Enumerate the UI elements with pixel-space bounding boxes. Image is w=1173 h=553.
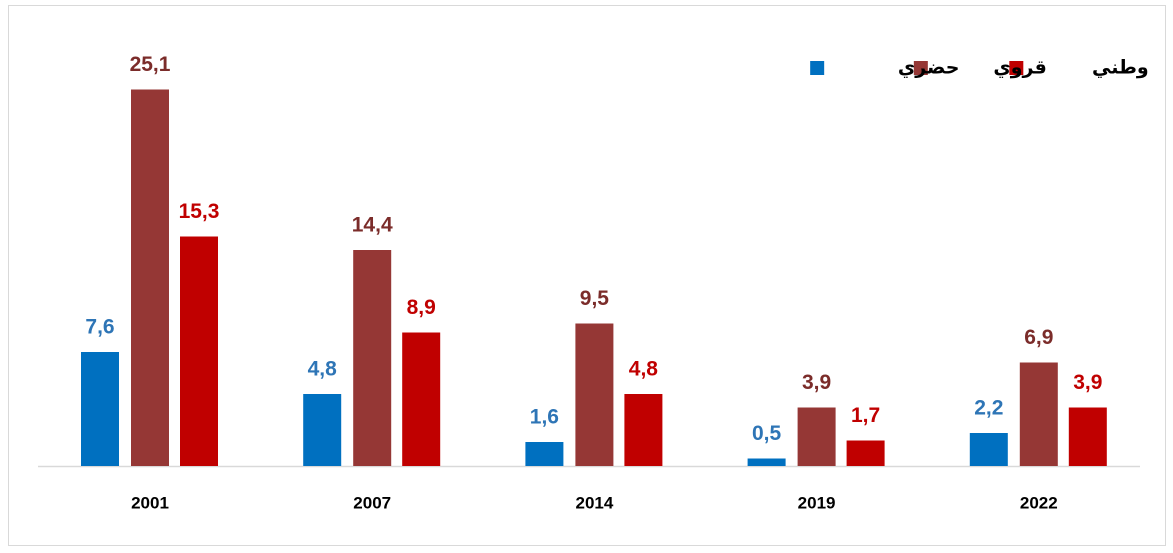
x-tick-label: 2022 (1020, 493, 1058, 512)
data-label: 25,1 (130, 53, 171, 76)
data-label: 15,3 (179, 200, 220, 223)
legend-label: حضري (898, 57, 960, 80)
legend-swatch (913, 61, 928, 75)
data-label: 9,5 (580, 287, 610, 310)
bar (180, 236, 218, 466)
bar (624, 394, 663, 466)
data-label: 2,2 (974, 397, 1003, 420)
legend-label: وطني (1092, 57, 1149, 79)
bar (402, 332, 441, 466)
bar (846, 440, 885, 466)
data-label: 0,5 (752, 422, 782, 445)
data-label: 4,8 (308, 358, 338, 381)
legend-swatch (1009, 61, 1024, 75)
data-label: 3,9 (1073, 371, 1102, 394)
legend-label: قروي (993, 57, 1046, 80)
bar (131, 89, 169, 466)
legend-swatch (810, 61, 825, 75)
x-tick-label: 2001 (131, 493, 169, 512)
data-label: 3,9 (802, 371, 831, 394)
bar (353, 250, 392, 466)
data-label: 6,9 (1024, 326, 1053, 349)
x-tick-label: 2019 (798, 493, 836, 512)
data-label: 14,4 (352, 214, 393, 237)
data-label: 4,8 (629, 358, 659, 381)
bar (303, 394, 342, 466)
data-label: 1,7 (851, 404, 880, 427)
bar (797, 407, 836, 466)
bar (575, 323, 614, 466)
data-label: 1,6 (530, 406, 559, 429)
bar (1019, 362, 1058, 466)
x-tick-label: 2014 (575, 493, 613, 512)
bar (969, 433, 1008, 466)
data-label: 8,9 (407, 296, 436, 319)
data-label: 7,6 (85, 316, 114, 339)
x-tick-label: 2007 (353, 493, 391, 512)
bar (81, 352, 119, 466)
bar (525, 442, 564, 466)
bar (1068, 407, 1107, 466)
bar (747, 458, 786, 466)
